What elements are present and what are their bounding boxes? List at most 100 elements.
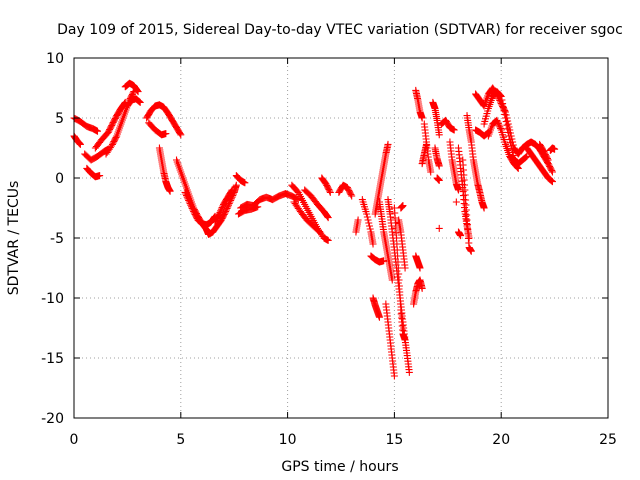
data-point bbox=[222, 206, 230, 214]
data-point bbox=[452, 198, 460, 206]
data-point bbox=[347, 191, 355, 199]
data-point bbox=[465, 234, 473, 242]
data-point bbox=[514, 164, 522, 172]
data-point bbox=[501, 110, 509, 118]
data-point bbox=[551, 145, 559, 153]
data-point bbox=[505, 132, 513, 140]
data-point bbox=[548, 167, 556, 175]
data-point bbox=[363, 210, 371, 218]
data-point bbox=[544, 156, 552, 164]
data-point bbox=[380, 257, 388, 265]
data-point bbox=[224, 203, 232, 211]
data-point bbox=[496, 124, 504, 132]
data-point bbox=[422, 140, 430, 148]
y-tick-label: -5 bbox=[50, 231, 64, 247]
data-point bbox=[162, 130, 170, 138]
data-point bbox=[506, 139, 514, 147]
data-point bbox=[188, 204, 196, 212]
data-point bbox=[133, 87, 141, 95]
data-point bbox=[324, 236, 332, 244]
data-point bbox=[514, 164, 522, 172]
data-point bbox=[508, 145, 516, 153]
data-point bbox=[354, 216, 362, 224]
grid-lines bbox=[74, 58, 608, 418]
data-point bbox=[493, 116, 501, 124]
data-point bbox=[218, 204, 226, 212]
data-point bbox=[369, 240, 377, 248]
data-point bbox=[454, 186, 462, 194]
data-point bbox=[496, 91, 504, 99]
data-point bbox=[394, 252, 402, 260]
data-point bbox=[228, 186, 236, 194]
data-point bbox=[217, 205, 225, 213]
x-tick-label: 15 bbox=[385, 432, 403, 448]
data-point bbox=[384, 140, 392, 148]
x-tick-labels: 0 5 10 15 20 25 bbox=[70, 432, 617, 448]
data-point bbox=[435, 176, 443, 184]
data-point bbox=[375, 313, 383, 321]
axis-ticks bbox=[73, 57, 609, 419]
x-tick-label: 25 bbox=[599, 432, 617, 448]
data-point bbox=[502, 118, 510, 126]
data-point bbox=[365, 219, 373, 227]
data-point bbox=[221, 209, 229, 217]
data-point bbox=[364, 216, 372, 224]
y-tick-label: -20 bbox=[41, 411, 64, 427]
data-point bbox=[181, 188, 189, 196]
data-point bbox=[395, 276, 403, 284]
x-tick-label: 10 bbox=[279, 432, 297, 448]
y-tick-label: -15 bbox=[41, 351, 64, 367]
data-point bbox=[225, 201, 233, 209]
data-point bbox=[217, 207, 225, 215]
y-tick-label: -10 bbox=[41, 291, 64, 307]
data-point bbox=[484, 129, 492, 137]
data-point bbox=[548, 168, 556, 176]
data-point bbox=[241, 179, 249, 187]
data-point bbox=[136, 98, 144, 106]
data-point bbox=[182, 190, 190, 198]
data-point bbox=[216, 208, 224, 216]
data-point bbox=[504, 125, 512, 133]
data-point bbox=[521, 154, 529, 162]
data-point bbox=[187, 201, 195, 209]
data-point bbox=[315, 227, 323, 235]
data-point bbox=[502, 111, 510, 119]
data-point bbox=[435, 224, 443, 232]
data-point bbox=[324, 214, 332, 222]
y-tick-label: 10 bbox=[46, 51, 64, 67]
data-point bbox=[187, 203, 195, 211]
data-point bbox=[232, 181, 240, 189]
data-point bbox=[189, 206, 197, 214]
data-point bbox=[401, 336, 409, 344]
data-point bbox=[399, 202, 407, 210]
data-point bbox=[222, 208, 230, 216]
chart-title: Day 109 of 2015, Sidereal Day-to-day VTE… bbox=[57, 22, 623, 38]
data-point bbox=[135, 97, 143, 105]
data-points bbox=[70, 79, 559, 380]
data-point bbox=[418, 284, 426, 292]
data-point bbox=[416, 264, 424, 272]
data-point bbox=[185, 198, 193, 206]
data-point bbox=[450, 126, 458, 134]
data-point bbox=[96, 172, 104, 180]
data-point bbox=[182, 192, 190, 200]
data-point bbox=[176, 130, 184, 138]
data-point bbox=[136, 98, 144, 106]
x-axis-label: GPS time / hours bbox=[281, 459, 398, 475]
data-point bbox=[390, 372, 398, 380]
data-point bbox=[177, 131, 185, 139]
data-point bbox=[435, 131, 443, 139]
data-point bbox=[496, 92, 504, 100]
data-point bbox=[186, 200, 194, 208]
data-point bbox=[548, 177, 556, 185]
data-point bbox=[494, 118, 502, 126]
y-axis-label: SDTVAR / TECUs bbox=[6, 181, 22, 296]
data-point bbox=[497, 92, 505, 100]
data-point bbox=[112, 133, 120, 141]
data-point bbox=[467, 247, 475, 255]
x-tick-label: 0 bbox=[70, 432, 79, 448]
data-point bbox=[548, 178, 556, 186]
data-point bbox=[499, 100, 507, 108]
data-point bbox=[396, 288, 404, 296]
